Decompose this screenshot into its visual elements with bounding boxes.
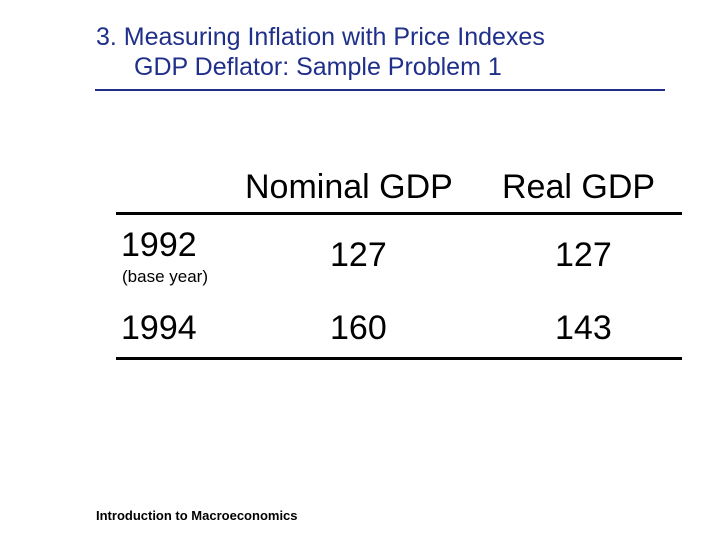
cell-nominal-1994: 160 — [330, 309, 387, 347]
column-header-nominal-gdp: Nominal GDP — [245, 168, 453, 206]
title-divider — [95, 89, 665, 91]
title-line-1: 3. Measuring Inflation with Price Indexe… — [96, 23, 545, 51]
footer-course-name: Introduction to Macroeconomics — [96, 508, 298, 523]
table-bottom-rule — [116, 357, 682, 360]
row-year-1994: 1994 — [121, 309, 197, 347]
title-line-2: GDP Deflator: Sample Problem 1 — [134, 53, 502, 81]
cell-real-1992: 127 — [555, 236, 612, 274]
row-note-base-year: (base year) — [122, 267, 208, 286]
slide-title: 3. Measuring Inflation with Price Indexe… — [96, 22, 545, 82]
row-year-1992: 1992 — [121, 226, 197, 264]
cell-real-1994: 143 — [555, 309, 612, 347]
table-top-rule — [116, 212, 682, 215]
column-header-real-gdp: Real GDP — [502, 168, 656, 206]
cell-nominal-1992: 127 — [330, 236, 387, 274]
